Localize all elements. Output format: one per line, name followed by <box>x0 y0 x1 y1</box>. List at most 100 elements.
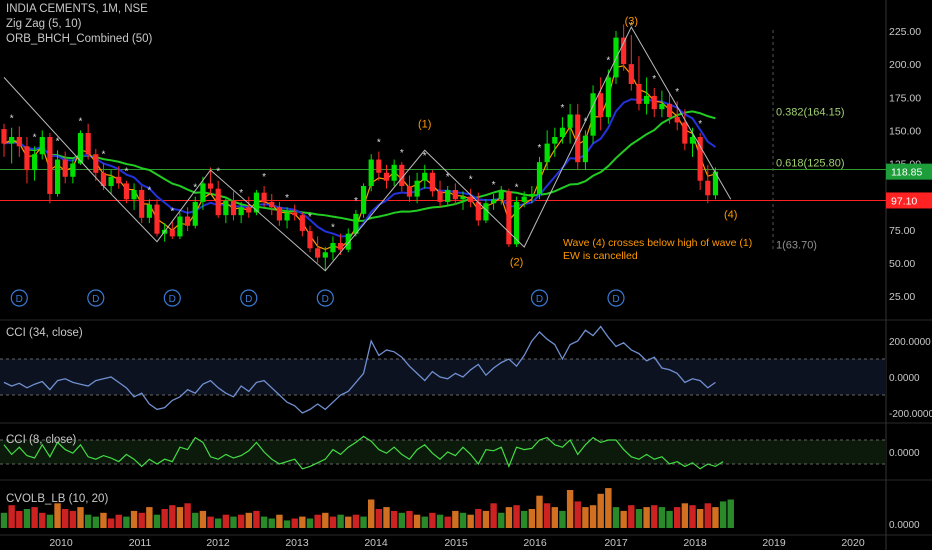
star-marker: * <box>400 148 404 159</box>
symbol-title[interactable]: INDIA CEMENTS, 1M, NSE <box>6 3 148 15</box>
volume-bar <box>306 518 314 528</box>
candle <box>269 201 275 208</box>
zigzag-line <box>3 25 732 272</box>
dividend-marker-label: D <box>169 294 176 305</box>
volume-bar <box>444 516 451 528</box>
candle <box>368 159 374 187</box>
volume-bar <box>651 505 658 528</box>
elliott-note-line: EW is cancelled <box>563 250 638 262</box>
price-tick-label: 225.00 <box>889 26 921 38</box>
cci8-tick-label: 0.0000 <box>889 448 920 459</box>
star-marker: * <box>446 172 450 183</box>
volume-bar <box>620 510 627 528</box>
candle <box>261 192 267 202</box>
candle <box>307 231 313 249</box>
support-price-label: 97.10 <box>891 195 917 207</box>
volume-bar <box>8 505 15 528</box>
candle <box>644 95 650 104</box>
candle <box>414 180 420 197</box>
volume-bar <box>207 516 214 528</box>
volume-bar <box>39 512 46 528</box>
volume-bar <box>383 507 390 528</box>
candle <box>1 129 7 144</box>
volume-bar <box>161 509 168 528</box>
cvol-legend[interactable]: CVOLB_LB (10, 20) <box>6 493 109 505</box>
candle <box>207 183 214 189</box>
volume-bar <box>597 493 604 528</box>
volume-bar <box>712 507 719 528</box>
price-tick-label: 25.00 <box>889 291 915 303</box>
star-marker: * <box>331 222 335 233</box>
candle <box>39 137 45 155</box>
volume-bar <box>436 514 444 528</box>
orb-indicator-label[interactable]: ORB_BHCH_Combined (50) <box>6 33 153 45</box>
candle <box>9 137 15 144</box>
cci34-legend[interactable]: CCI (34, close) <box>6 327 83 339</box>
price-tick-label: 175.00 <box>889 92 921 104</box>
volume-bar <box>322 512 329 528</box>
candle <box>376 159 382 173</box>
candle <box>567 114 573 128</box>
volume-bar <box>696 509 704 528</box>
volume-bar <box>199 510 207 528</box>
volume-bar <box>505 507 513 528</box>
candle <box>391 164 397 181</box>
dividend-marker-label: D <box>612 294 619 305</box>
volume-bar <box>582 507 589 528</box>
cci8-legend[interactable]: CCI (8, close) <box>6 434 77 446</box>
volume-bar <box>467 514 474 528</box>
candle <box>24 146 30 171</box>
volume-bar <box>658 507 666 528</box>
candle <box>598 93 604 118</box>
volume-bar <box>192 512 199 528</box>
candle <box>154 204 160 234</box>
year-tick-label: 2013 <box>285 537 309 549</box>
volume-bar <box>138 512 145 528</box>
volume-bar <box>605 488 612 528</box>
zigzag-indicator-label[interactable]: Zig Zag (5, 10) <box>6 18 82 30</box>
dividend-marker <box>316 289 334 307</box>
candle <box>315 248 321 258</box>
star-marker: * <box>56 136 60 147</box>
candle <box>383 172 390 181</box>
volume-bar <box>352 514 360 528</box>
volume-bar <box>368 499 375 528</box>
dividend-marker-label: D <box>92 294 99 305</box>
volume-bar <box>31 507 38 528</box>
star-marker: * <box>147 185 151 196</box>
candle <box>682 122 688 144</box>
candle <box>544 143 550 163</box>
star-marker: * <box>469 175 473 186</box>
year-tick-label: 2015 <box>444 537 468 549</box>
volume-bar <box>635 509 643 528</box>
volume-bar <box>704 503 711 528</box>
candle <box>621 37 627 65</box>
dividend-marker <box>163 289 181 307</box>
year-tick-label: 2012 <box>206 537 230 549</box>
dividend-marker <box>240 289 258 307</box>
star-marker: * <box>675 87 679 98</box>
cci34-tick-label: 0.0000 <box>889 373 920 384</box>
candle <box>429 172 435 192</box>
main-legend: INDIA CEMENTS, 1M, NSE Zig Zag (5, 10) O… <box>6 2 152 47</box>
star-marker: * <box>285 193 289 204</box>
volume-bar <box>390 510 398 528</box>
volume-bar <box>146 507 153 528</box>
star-marker: * <box>515 183 519 194</box>
volume-bar <box>551 507 558 528</box>
volume-bar <box>153 514 161 528</box>
candle <box>116 176 122 184</box>
dividend-marker <box>607 289 625 307</box>
star-marker: * <box>308 212 312 223</box>
candle <box>674 117 680 123</box>
volume-bar <box>0 512 8 528</box>
volume-bar <box>681 503 689 528</box>
candle <box>437 191 443 202</box>
star-marker: * <box>354 196 358 207</box>
volume-bar <box>130 510 138 528</box>
volume-bar <box>46 514 54 528</box>
star-marker: * <box>606 55 610 66</box>
candle <box>70 163 76 177</box>
star-marker: * <box>124 167 128 178</box>
